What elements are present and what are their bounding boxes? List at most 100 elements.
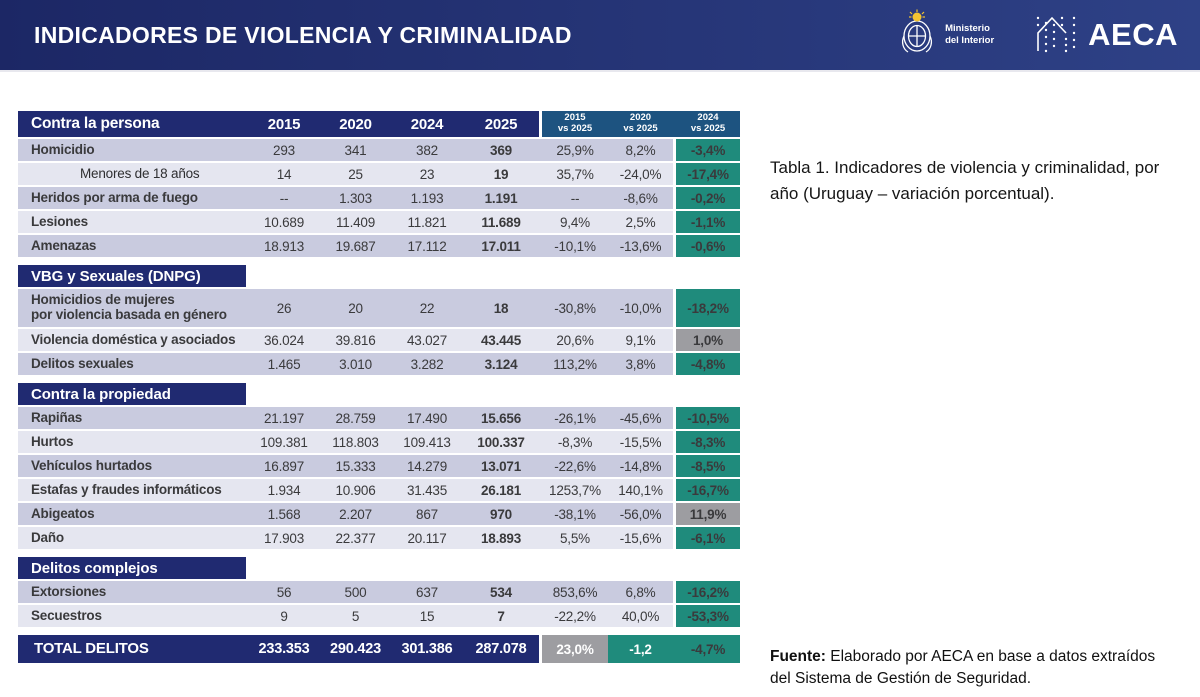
cell-2025: 15.656 [463, 407, 539, 429]
cell-2020: 3.010 [320, 353, 391, 375]
total-2024-vs-2025: -4,7% [676, 635, 740, 663]
cell-2024-vs-2025: 1,0% [676, 329, 740, 351]
table-row: Daño 17.903 22.377 20.117 18.893 5,5% -15,6% -6… [18, 527, 740, 549]
cell-2020: 20 [320, 289, 391, 327]
total-label: TOTAL DELITOS [18, 635, 248, 663]
spacer [539, 187, 542, 209]
cell-2015-vs-2025: 1253,7% [542, 479, 608, 501]
total-2020: 290.423 [320, 635, 391, 663]
spacer [539, 163, 542, 185]
cell-2025: 369 [463, 139, 539, 161]
cell-2015-vs-2025: 9,4% [542, 211, 608, 233]
spacer [539, 139, 542, 161]
row-label: Abigeatos [18, 503, 248, 525]
table-row: Amenazas 18.913 19.687 17.112 17.011 -10,1% -1… [18, 235, 740, 257]
cell-2015: 16.897 [248, 455, 320, 477]
cell-2020-vs-2025: 8,2% [608, 139, 673, 161]
cell-2024-vs-2025: -17,4% [676, 163, 740, 185]
cell-2015: 21.197 [248, 407, 320, 429]
table-row: Delitos sexuales 1.465 3.010 3.282 3.124 113,… [18, 353, 740, 375]
cell-2015-vs-2025: 35,7% [542, 163, 608, 185]
aeca-wordmark: AECA [1088, 17, 1178, 52]
cell-2020: 118.803 [320, 431, 391, 453]
cell-2015-vs-2025: 113,2% [542, 353, 608, 375]
table-row: Homicidio 293 341 382 369 25,9% 8,2% -3,4% [18, 139, 740, 161]
cell-2024: 14.279 [391, 455, 463, 477]
cell-2024-vs-2025: -8,3% [676, 431, 740, 453]
cell-2024: 15 [391, 605, 463, 627]
cell-2024-vs-2025: -16,7% [676, 479, 740, 501]
cell-2020: 15.333 [320, 455, 391, 477]
cell-2015-vs-2025: -8,3% [542, 431, 608, 453]
spacer [539, 211, 542, 233]
cell-2024-vs-2025: -1,1% [676, 211, 740, 233]
ministry-label: Ministerio del Interior [945, 23, 995, 46]
cell-2015: 1.568 [248, 503, 320, 525]
table-row: Lesiones 10.689 11.409 11.821 11.689 9,4% 2,5%… [18, 211, 740, 233]
cell-2020-vs-2025: -15,5% [608, 431, 673, 453]
row-label: Amenazas [18, 235, 248, 257]
cell-2024: 1.193 [391, 187, 463, 209]
row-label: Delitos sexuales [18, 353, 248, 375]
row-label: Extorsiones [18, 581, 248, 603]
row-label: Daño [18, 527, 248, 549]
cell-2015-vs-2025: 5,5% [542, 527, 608, 549]
cell-2025: 18.893 [463, 527, 539, 549]
cell-2020: 28.759 [320, 407, 391, 429]
cell-2025: 43.445 [463, 329, 539, 351]
cell-2024: 43.027 [391, 329, 463, 351]
source-text: Elaborado por AECA en base a datos extra… [770, 648, 1156, 688]
cell-2020-vs-2025: -24,0% [608, 163, 673, 185]
total-2015-vs-2025: 23,0% [542, 635, 608, 663]
cell-2015-vs-2025: -10,1% [542, 235, 608, 257]
cell-2020-vs-2025: 6,8% [608, 581, 673, 603]
cell-2025: 534 [463, 581, 539, 603]
row-label: Heridos por arma de fuego [18, 187, 248, 209]
aeca-logo: AECA [1034, 13, 1178, 58]
cell-2020: 5 [320, 605, 391, 627]
cell-2020: 11.409 [320, 211, 391, 233]
cell-2020-vs-2025: -13,6% [608, 235, 673, 257]
cell-2020: 1.303 [320, 187, 391, 209]
cell-2020: 341 [320, 139, 391, 161]
cell-2024-vs-2025: -8,5% [676, 455, 740, 477]
spacer [539, 527, 542, 549]
cell-2024: 867 [391, 503, 463, 525]
cell-2015: 14 [248, 163, 320, 185]
cell-2024-vs-2025: -0,6% [676, 235, 740, 257]
spacer [539, 581, 542, 603]
column-header-2024: 2024 [391, 111, 463, 137]
cell-2024-vs-2025: -10,5% [676, 407, 740, 429]
cell-2015: -- [248, 187, 320, 209]
cell-2024: 20.117 [391, 527, 463, 549]
cell-2020-vs-2025: -8,6% [608, 187, 673, 209]
spacer [539, 235, 542, 257]
cell-2020-vs-2025: 40,0% [608, 605, 673, 627]
cell-2024: 109.413 [391, 431, 463, 453]
cell-2015: 18.913 [248, 235, 320, 257]
cell-2015: 17.903 [248, 527, 320, 549]
cell-2020: 2.207 [320, 503, 391, 525]
cell-2020: 500 [320, 581, 391, 603]
total-2015: 233.353 [248, 635, 320, 663]
cell-2025: 100.337 [463, 431, 539, 453]
cell-2015-vs-2025: 20,6% [542, 329, 608, 351]
cell-2015-vs-2025: -26,1% [542, 407, 608, 429]
cell-2020-vs-2025: 140,1% [608, 479, 673, 501]
section-title-delitos-complejos: Delitos complejos [18, 557, 246, 579]
spacer [539, 289, 542, 327]
cell-2025: 970 [463, 503, 539, 525]
cell-2020: 25 [320, 163, 391, 185]
spacer [539, 479, 542, 501]
table-header-row: Contra la persona 2015 2020 2024 2025 2015 vs … [18, 111, 740, 137]
cell-2024: 22 [391, 289, 463, 327]
row-label: Violencia doméstica y asociados [18, 329, 248, 351]
cell-2024: 382 [391, 139, 463, 161]
table-row: Hurtos 109.381 118.803 109.413 100.337 -8,3% -… [18, 431, 740, 453]
cell-2015: 293 [248, 139, 320, 161]
row-label: Lesiones [18, 211, 248, 233]
cell-2015: 9 [248, 605, 320, 627]
section-title-vbg-y-sexuales: VBG y Sexuales (DNPG) [18, 265, 246, 287]
cell-2020-vs-2025: -45,6% [608, 407, 673, 429]
